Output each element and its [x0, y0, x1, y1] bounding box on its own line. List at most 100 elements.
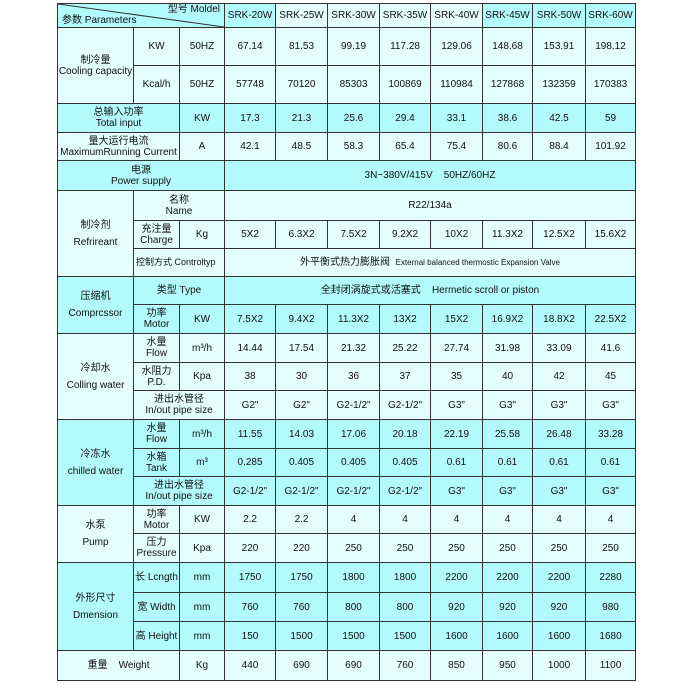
value-cell: 117.28	[379, 27, 432, 66]
row-pump-motor: 水泵 Pump 功率 Motor KW 2.2 2.2 4 4 4 4 4 4	[57, 505, 637, 563]
label-en: Flow	[145, 348, 168, 359]
label-cn: 制冷剂	[80, 219, 111, 231]
label-en: Pump	[82, 537, 109, 548]
label-cn: 水阻力	[141, 365, 172, 377]
value-cell: 18.8X2	[532, 304, 587, 334]
value-cell: G3"	[430, 476, 484, 506]
power-supply-label: 电源 Power supply	[56, 160, 226, 191]
label-cn: 总输入功率	[93, 107, 144, 118]
model-label: 型号 Moldel	[167, 4, 221, 16]
value-cell: 6.3X2	[275, 220, 329, 249]
label-cn: 电源	[131, 164, 151, 176]
row-cooling-kcal: Kcal/h 50HZ 57748 70120 85303 100869 110984 1…	[57, 65, 637, 104]
dimension-label: 外形尺寸 Dmension	[57, 562, 134, 651]
value-cell: 2200	[482, 562, 534, 593]
model-header: SRK-20W	[224, 3, 277, 28]
value-cell: 58.3	[327, 132, 381, 161]
label-en: Dmension	[72, 609, 119, 621]
value-cell: 40	[482, 362, 534, 391]
value-cell: 11.55	[224, 419, 277, 449]
control-type-value: 外平衡式热力膨胀阀 External balanced thermostic E…	[224, 248, 637, 277]
value-cell: 101.92	[585, 132, 637, 161]
value-cell: 0.61	[482, 448, 534, 477]
total-input-label: 总输入功率 Total input	[57, 103, 180, 133]
value-cell: 250	[585, 533, 637, 563]
value-cell: 7.5X2	[327, 220, 381, 249]
value-en: Hermetic scroll or piston	[431, 285, 540, 296]
value-cell: 250	[482, 533, 534, 563]
label-en: Total input	[95, 118, 142, 129]
value-cell: 0.285	[224, 448, 277, 477]
value-cell: 220	[224, 533, 277, 563]
value-cell: G2"	[275, 390, 329, 420]
value-cell: 920	[430, 592, 484, 622]
value-cell: G3"	[532, 390, 587, 420]
value-cell: 1500	[327, 621, 381, 651]
value-cell: 81.53	[275, 27, 329, 66]
value-cell: 26.48	[532, 419, 587, 449]
label-en: In/out pipe size	[145, 405, 213, 416]
width-label: 宽 Width	[133, 592, 180, 622]
value-cell: 850	[430, 650, 484, 681]
label-en: Tank	[145, 462, 168, 474]
label-en: Cooling capacity	[58, 65, 133, 77]
row-chilled-water-flow: 冷冻水 chilled water 水量 Flow m³/h 11.55 14.03 1…	[57, 419, 637, 506]
label-en: Charge	[140, 234, 173, 246]
value-cell: G3"	[532, 476, 587, 506]
cooling-water-label: 冷却水 Colling water	[57, 333, 134, 420]
model-header: SRK-50W	[532, 3, 587, 28]
pipe-size-label: 进出水管径 In/out pipe size	[132, 476, 226, 506]
unit: KW	[178, 505, 226, 534]
label-cn: 进出水管径	[154, 480, 204, 491]
label-en: Pressure	[136, 548, 177, 559]
header-diagonal-cell: 型号 Moldel 参数 Parameters	[56, 3, 226, 28]
value-cell: 33.1	[430, 103, 484, 133]
value-cell: 31.98	[482, 333, 534, 363]
value-cell: 760	[379, 650, 432, 681]
unit: A	[178, 132, 226, 161]
chilled-water-label: 冷冻水 chilled water	[57, 419, 134, 506]
label-cn: 水泵	[85, 520, 106, 531]
value-cell: 85303	[327, 65, 381, 104]
value-cell: 250	[379, 533, 432, 563]
row-cooling-water-pd: 水阻力 P.D. Kpa 38 30 36 37 35 40 42 45	[57, 362, 637, 391]
value-cell: 2200	[532, 562, 587, 593]
value-cell: 17.54	[275, 333, 329, 363]
value-cell: 1600	[430, 621, 484, 651]
value-cell: 29.4	[379, 103, 432, 133]
value-cell: G3"	[585, 390, 637, 420]
weight-label: 重量 Weight	[57, 650, 180, 681]
value-cell: G3"	[482, 476, 534, 506]
value-cell: 11.3X2	[482, 220, 534, 249]
value-cell: 1750	[224, 562, 277, 593]
unit: KW	[133, 27, 180, 66]
unit: Kcal/h	[133, 65, 180, 104]
model-header: SRK-35W	[379, 3, 432, 28]
frequency: 50HZ	[178, 27, 226, 66]
value-cell: 48.5	[275, 132, 329, 161]
value-cell: G3"	[482, 390, 534, 420]
label-en: In/out pipe size	[145, 491, 213, 502]
value-cell: 45	[585, 362, 637, 391]
label-cn: 量大运行电流	[88, 135, 149, 147]
label-en: Comprcssor	[68, 308, 123, 319]
power-supply-value: 3N~380V/415V 50HZ/60HZ	[224, 160, 637, 191]
value-cell: 0.405	[327, 448, 381, 477]
value-cell: G2-1/2"	[379, 390, 432, 420]
value-cell: 4	[430, 505, 484, 534]
label-en: Motor	[143, 319, 170, 330]
row-power-supply: 电源 Power supply 3N~380V/415V 50HZ/60HZ	[56, 160, 637, 191]
model-header: SRK-30W	[327, 3, 381, 28]
value-cell: 41.6	[585, 333, 637, 363]
value-cell: 67.14	[224, 27, 277, 66]
pump-label: 水泵 Pump	[57, 505, 134, 563]
value-cell: 4	[532, 505, 587, 534]
label-cn: 压力	[146, 537, 167, 548]
spec-table: 型号 Moldel 参数 Parameters SRK-20W SRK-25W …	[56, 3, 637, 681]
label-en: chilled water	[67, 465, 124, 477]
value-cell: 170383	[585, 65, 637, 104]
value-cell: 2.2	[224, 505, 277, 534]
value-cell: 11.3X2	[327, 304, 381, 334]
value-cell: G2-1/2"	[275, 476, 329, 506]
label-cn: 功率	[146, 308, 167, 319]
